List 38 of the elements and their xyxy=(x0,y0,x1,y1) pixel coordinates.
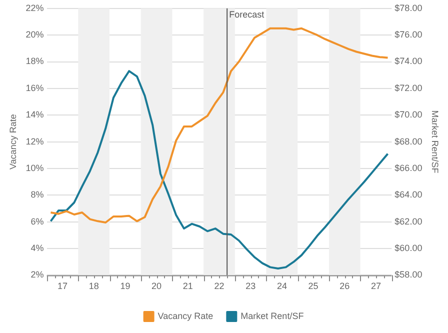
y2-tick-label: $62.00 xyxy=(394,216,422,226)
y-tick-label: 22% xyxy=(26,2,44,13)
y2-axis-title: Market Rent/SF xyxy=(430,110,440,174)
x-tick-label: 27 xyxy=(370,281,382,292)
legend-label: Market Rent/SF xyxy=(240,310,304,321)
x-tick-label: 17 xyxy=(57,281,68,292)
y-tick-label: 18% xyxy=(26,56,44,66)
x-tick-label: 22 xyxy=(214,281,224,292)
x-tick-label: 25 xyxy=(308,281,318,292)
y2-tick-label: $68.00 xyxy=(394,136,422,146)
y2-tick-label: $78.00 xyxy=(394,2,422,13)
y2-tick-label: $60.00 xyxy=(394,243,422,254)
y-tick-label: 20% xyxy=(26,30,44,40)
ref-line-label: Forecast xyxy=(229,9,265,20)
x-tick-label: 20 xyxy=(152,281,162,292)
y2-tick-label: $70.00 xyxy=(394,110,422,120)
y2-tick-label: $64.00 xyxy=(394,190,422,200)
y2-tick-label: $72.00 xyxy=(394,82,422,93)
y2-tick-label: $66.00 xyxy=(394,162,422,173)
y-tick-label: 10% xyxy=(26,162,44,173)
y-tick-label: 14% xyxy=(26,110,44,120)
y2-tick-label: $74.00 xyxy=(394,56,422,66)
x-tick-label: 23 xyxy=(246,281,256,292)
y-axis-title: Vacancy Rate xyxy=(8,114,18,170)
y2-tick-label: $76.00 xyxy=(394,30,422,40)
x-tick-label: 21 xyxy=(182,281,193,292)
x-tick-label: 24 xyxy=(276,281,287,292)
y-tick-label: 8% xyxy=(30,190,44,200)
y-tick-label: 12% xyxy=(26,136,44,146)
y-tick-label: 6% xyxy=(30,216,44,226)
y2-tick-label: $58.00 xyxy=(394,270,422,280)
x-tick-label: 18 xyxy=(88,281,99,292)
x-tick-label: 19 xyxy=(120,281,130,292)
x-tick-label: 26 xyxy=(340,281,350,292)
y-tick-label: 2% xyxy=(30,270,44,280)
y-tick-label: 16% xyxy=(26,82,44,93)
legend-label: Vacancy Rate xyxy=(158,310,214,321)
y-tick-label: 4% xyxy=(30,243,44,254)
